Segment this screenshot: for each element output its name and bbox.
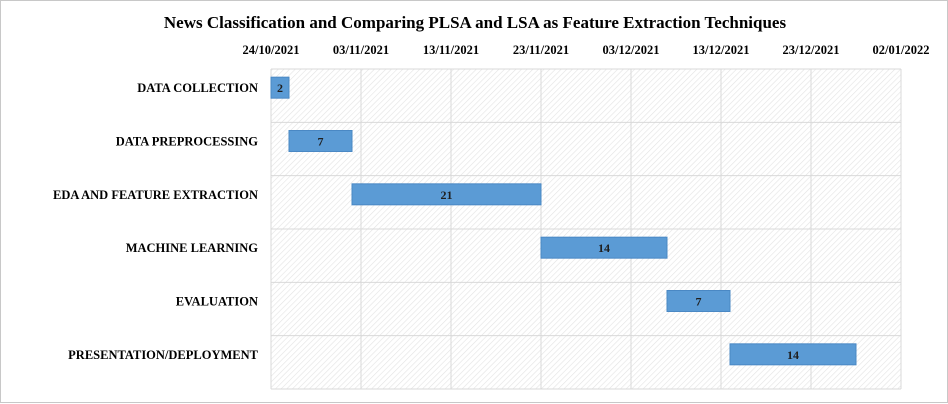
bar-data-label: 14	[787, 348, 799, 362]
bar-data-label: 14	[598, 241, 610, 255]
category-labels: DATA COLLECTION DATA PREPROCESSING EDA AND…	[53, 81, 259, 362]
bar-data-label: 2	[277, 81, 283, 95]
x-tick-label: 02/01/2022	[873, 43, 930, 57]
bars	[270, 76, 857, 366]
x-tick-label: 23/11/2021	[513, 43, 569, 57]
x-tick-label: 24/10/2021	[243, 43, 300, 57]
category-label: EVALUATION	[176, 295, 258, 309]
category-label: DATA COLLECTION	[137, 81, 258, 95]
gantt-bar	[270, 76, 290, 99]
bar-labels: 2 7 21 14 7 14	[277, 81, 799, 362]
gantt-bar	[351, 183, 542, 206]
x-tick-labels: 24/10/2021 03/11/2021 13/11/2021 23/11/2021…	[243, 43, 930, 57]
category-label: EDA AND FEATURE EXTRACTION	[53, 188, 258, 202]
x-tick-label: 13/12/2021	[693, 43, 750, 57]
category-label: MACHINE LEARNING	[126, 241, 259, 255]
x-tick-label: 13/11/2021	[423, 43, 479, 57]
gantt-bar	[729, 343, 857, 366]
gantt-bar	[666, 290, 731, 312]
x-tick-label: 03/12/2021	[603, 43, 660, 57]
category-label: PRESENTATION/DEPLOYMENT	[68, 348, 259, 362]
x-tick-label: 23/12/2021	[783, 43, 840, 57]
chart-title: News Classification and Comparing PLSA a…	[164, 13, 787, 32]
bar-data-label: 7	[318, 135, 324, 149]
category-label: DATA PREPROCESSING	[116, 135, 259, 149]
bar-data-label: 7	[696, 295, 702, 309]
gantt-bar	[288, 130, 353, 152]
x-tick-label: 03/11/2021	[333, 43, 389, 57]
grid-lines	[270, 68, 902, 390]
bar-data-label: 21	[441, 188, 453, 202]
gantt-bar	[540, 236, 668, 259]
